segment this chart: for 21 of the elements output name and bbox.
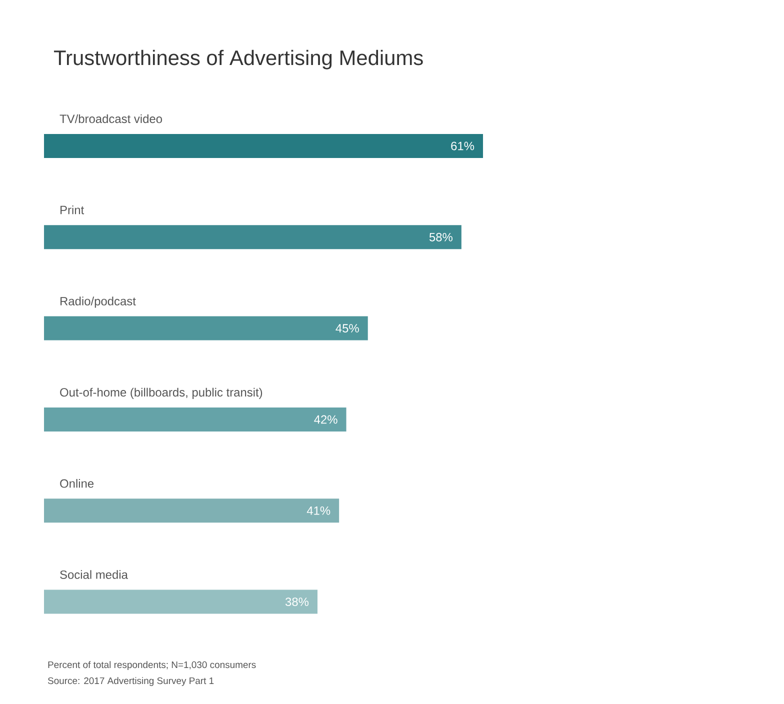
data-label: 38% — [285, 598, 309, 606]
bar — [44, 225, 462, 250]
bar — [44, 407, 346, 432]
bar — [44, 590, 318, 614]
y-tick-label: Print — [60, 205, 84, 214]
data-label: 42% — [314, 415, 338, 424]
y-tick-label: Social media — [60, 570, 128, 579]
chart-title: Trustworthiness of Advertising Mediums — [54, 50, 423, 70]
data-label: 61% — [451, 142, 474, 150]
bar — [44, 134, 484, 158]
text: Percent of total respondents; N=1,030 consumers — [48, 661, 256, 670]
source-note: Source: 2017 Advertising Survey Part 1 — [48, 677, 214, 686]
data-label: 58% — [429, 232, 452, 242]
y-tick-label: Radio/podcast — [60, 296, 136, 308]
bar — [44, 316, 368, 340]
data-label: 45% — [336, 324, 359, 333]
y-tick-label: TV/broadcast video — [60, 114, 162, 124]
y-tick-label: Online — [60, 478, 94, 488]
data-label: 41% — [306, 506, 330, 515]
bar — [44, 498, 340, 523]
y-tick-label: Out-of-home (billboards, public transit) — [60, 388, 262, 399]
